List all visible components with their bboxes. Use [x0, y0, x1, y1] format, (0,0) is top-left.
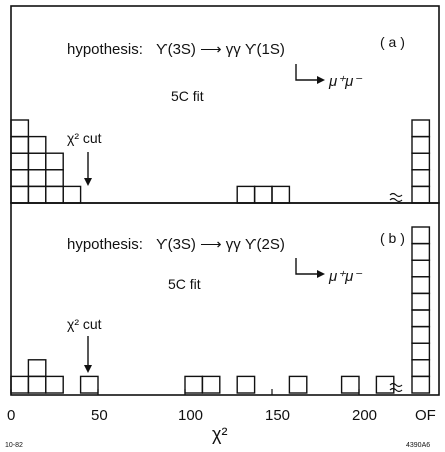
- panel-a-axis-break-mark: [389, 192, 403, 203]
- panel-b-decay-products: μ⁺μ⁻: [328, 268, 362, 285]
- footer-left-code: 10-82: [5, 442, 23, 449]
- panel-b-event-box: [184, 375, 204, 394]
- panel-b-event-box: [45, 375, 64, 394]
- panel-a-hypothesis-reaction: ϒ(3S) ⟶ γγ ϒ(1S): [156, 41, 285, 58]
- panel-a-event-box: [271, 185, 291, 204]
- panel-a-decay-products: μ⁺μ⁻: [328, 73, 362, 90]
- panel-a-event-box: [10, 152, 30, 171]
- panel-a-event-box: [62, 185, 82, 204]
- panel-a-event-box: [10, 169, 30, 188]
- panel-a-hypothesis-prefix: hypothesis:: [67, 41, 143, 58]
- panel-b-overflow-box: [411, 375, 431, 394]
- panel-b-event-box: [201, 375, 221, 394]
- x-axis-tick-label: 100: [178, 407, 203, 424]
- panel-b-overflow-box: [411, 226, 431, 245]
- footer-right-code: 4390A6: [406, 442, 430, 449]
- panel-a-event-box: [27, 152, 47, 171]
- panel-a-label: ( a ): [380, 34, 405, 50]
- x-axis-tick-label: 150: [265, 407, 290, 424]
- panel-a-cut-arrow-head: [84, 178, 92, 186]
- panel-b-label: ( b ): [380, 230, 405, 246]
- panel-b-overflow-box: [411, 292, 431, 311]
- panel-b-cut-label: χ² cut: [67, 316, 102, 332]
- panel-a-frame: [10, 5, 440, 204]
- panel-a-event-box: [45, 152, 64, 171]
- panel-b-event-box: [236, 375, 256, 394]
- panel-a-event-box: [27, 185, 47, 204]
- panel-b-fit-label: 5C fit: [168, 276, 201, 292]
- panel-b-overflow-box: [411, 309, 431, 328]
- x-axis-label: χ²: [212, 424, 227, 444]
- panel-a-cut-label: χ² cut: [67, 130, 102, 146]
- panel-a-event-box: [10, 119, 30, 138]
- panel-b-overflow-box: [411, 276, 431, 295]
- x-axis-tick-label: 0: [7, 407, 15, 424]
- panel-a-overflow-box: [411, 119, 431, 138]
- panel-b-hypothesis-prefix: hypothesis:: [67, 236, 143, 253]
- panel-b-event-box: [79, 375, 99, 394]
- panel-a-event-box: [236, 185, 256, 204]
- panel-a-decay-arrow: [295, 64, 325, 84]
- panel-b-overflow-box: [411, 325, 431, 344]
- panel-b-event-box: [27, 359, 47, 378]
- panel-a-event-box: [45, 169, 64, 188]
- panel-b-cut-arrow-head: [84, 365, 92, 373]
- panel-a-event-box: [45, 185, 64, 204]
- x-axis-tick-label: 50: [91, 407, 108, 424]
- panel-a-event-box: [10, 135, 30, 154]
- panel-b-overflow-box: [411, 342, 431, 361]
- panel-a-overflow-box: [411, 135, 431, 154]
- panel-a-event-box: [27, 169, 47, 188]
- panel-b-frame: [10, 202, 440, 396]
- panel-b-overflow-box: [411, 359, 431, 378]
- panel-b-overflow-box: [411, 242, 431, 261]
- panel-a-overflow-box: [411, 152, 431, 171]
- x-axis-tick-label: OF: [415, 407, 436, 424]
- panel-b-event-box: [27, 375, 47, 394]
- panel-b-event-box: [10, 375, 30, 394]
- panel-b-event-box: [340, 375, 360, 394]
- chart-marks: 0 50 100 150 200 OF: [7, 119, 436, 424]
- panel-b-hypothesis-reaction: ϒ(3S) ⟶ γγ ϒ(2S): [156, 236, 285, 253]
- panel-b-event-box: [288, 375, 308, 394]
- panel-b-decay-arrow: [295, 258, 325, 278]
- panel-a-event-box: [27, 135, 47, 154]
- panel-b-axis-break-mark: [389, 382, 403, 393]
- panel-b-event-box: [375, 375, 395, 394]
- panel-a-overflow-box: [411, 185, 431, 204]
- x-axis-tick-label: 200: [352, 407, 377, 424]
- panel-a-event-box: [253, 185, 273, 204]
- panel-a-event-box: [10, 185, 30, 204]
- panel-a-fit-label: 5C fit: [171, 88, 204, 104]
- panel-b-overflow-box: [411, 259, 431, 278]
- panel-a-overflow-box: [411, 169, 431, 188]
